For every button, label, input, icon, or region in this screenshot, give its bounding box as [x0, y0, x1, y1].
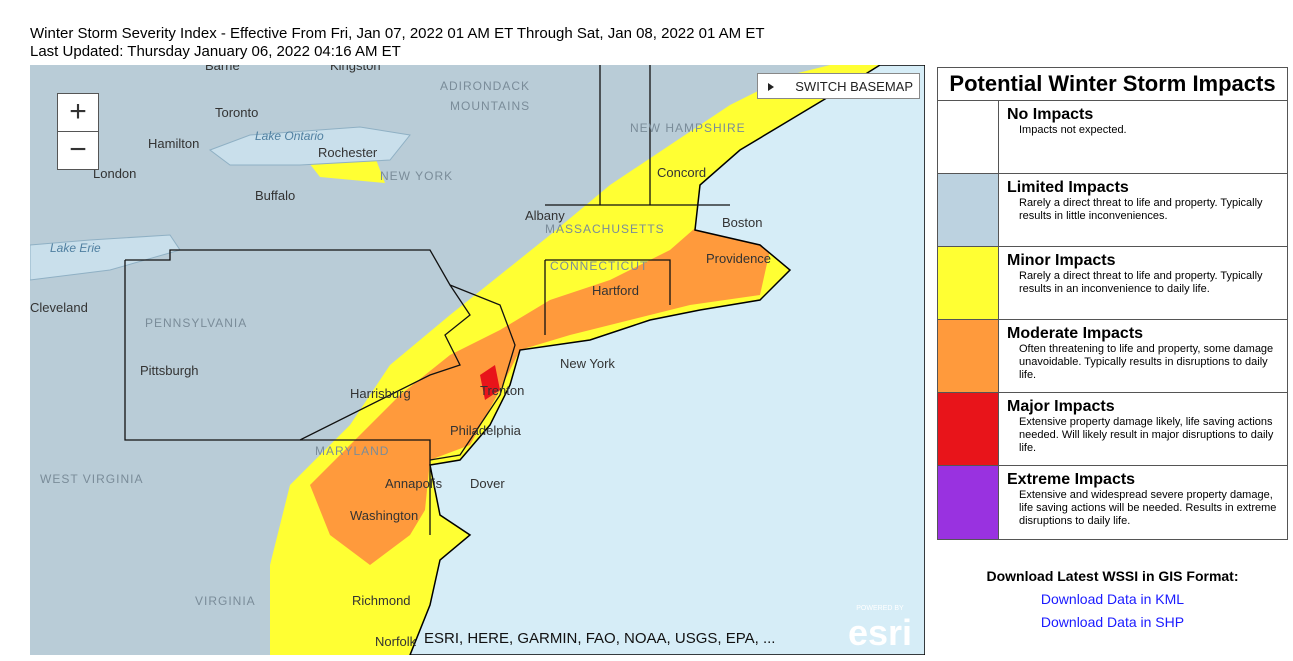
title: Winter Storm Severity Index - Effective …	[30, 25, 765, 42]
place-label: Norfolk	[375, 634, 417, 649]
place-label: CONNECTICUT	[550, 259, 648, 273]
place-label: Providence	[706, 251, 771, 266]
legend-name: Moderate Impacts	[1007, 325, 1144, 342]
place-label: Albany	[525, 208, 565, 223]
updated: Last Updated: Thursday January 06, 2022 …	[30, 43, 401, 60]
place-label: Washington	[350, 508, 418, 523]
ocean	[409, 65, 925, 655]
legend-swatch	[938, 466, 999, 539]
place-label: Boston	[722, 215, 762, 230]
legend-swatch	[938, 320, 999, 392]
legend-name: Extreme Impacts	[1007, 471, 1136, 488]
place-label: MARYLAND	[315, 444, 389, 458]
logo: esri	[848, 612, 912, 653]
place-label: Richmond	[352, 593, 411, 608]
legend-name: Major Impacts	[1007, 398, 1115, 415]
place-label: VIRGINIA	[195, 594, 256, 608]
legend-row: Minor Impacts Rarely a direct threat to l…	[938, 247, 1287, 320]
legend-swatch	[938, 393, 999, 465]
map-labels: Barrie Kingston Toronto Hamilton Lake Ontari…	[30, 65, 771, 649]
legend-text: Major Impacts Extensive property damage l…	[999, 393, 1285, 465]
downloads: Download Latest WSSI in GIS Format: Down…	[937, 568, 1288, 630]
lake	[208, 126, 411, 166]
legend-description: Often threatening to life and property, …	[1019, 343, 1274, 381]
basemap-button[interactable]: SWITCH BASEMAP	[757, 73, 920, 99]
legend-row: Major Impacts Extensive property damage l…	[938, 393, 1287, 466]
place-label: Buffalo	[255, 188, 295, 203]
place-label: Kingston	[330, 65, 381, 73]
place-label: Dover	[470, 476, 505, 491]
place-label: London	[93, 166, 136, 181]
legend-name: No Impacts	[1007, 106, 1094, 123]
legend-text: Limited Impacts Rarely a direct threat to…	[999, 174, 1285, 246]
legend-description: Extensive and widespread severe property…	[1019, 489, 1277, 527]
place-label: Hartford	[592, 283, 639, 298]
place-label: Cleveland	[30, 300, 88, 315]
attribution: ESRI, HERE, GARMIN, FAO, NOAA, USGS, EPA…	[424, 630, 775, 647]
place-label: NEW HAMPSHIRE	[630, 121, 746, 135]
legend-text: Minor Impacts Rarely a direct threat to l…	[999, 247, 1285, 319]
place-label: MASSACHUSETTS	[545, 222, 665, 236]
place-label: Concord	[657, 165, 706, 180]
place-label: MOUNTAINS	[450, 99, 530, 113]
place-label: Lake Ontario	[255, 129, 324, 143]
place-label: ADIRONDACK	[440, 79, 530, 93]
download-link[interactable]: Download Data in KML	[1040, 591, 1185, 607]
legend-row: Extreme Impacts Extensive and widespread …	[938, 466, 1287, 539]
place-label: NEW YORK	[380, 169, 453, 183]
legend-text: Moderate Impacts Often threatening to lif…	[999, 320, 1285, 392]
legend-row: Limited Impacts Rarely a direct threat to…	[938, 174, 1287, 247]
map-canvas: Barrie Kingston Toronto Hamilton Lake Ontari…	[30, 65, 925, 655]
place-label: Trenton	[480, 383, 524, 398]
logo-caption: POWERED BY	[856, 605, 904, 612]
legend-swatch	[938, 174, 999, 246]
place-label: Rochester	[318, 145, 378, 160]
legend-description: Rarely a direct threat to life and prope…	[1019, 270, 1263, 295]
legend-description: Rarely a direct threat to life and prope…	[1019, 197, 1263, 222]
legend-text: No Impacts Impacts not expected.	[999, 101, 1285, 173]
place-label: Pittsburgh	[140, 363, 199, 378]
moderate-area	[310, 215, 770, 565]
legend-name: Minor Impacts	[1007, 252, 1116, 269]
place-label: New York	[560, 356, 615, 371]
legend-title: Potential Winter Storm Impacts	[938, 68, 1287, 101]
place-label: Hamilton	[148, 136, 199, 151]
place-label: WEST VIRGINIA	[40, 472, 143, 486]
legend-text: Extreme Impacts Extensive and widespread …	[999, 466, 1285, 539]
state-borders	[124, 65, 730, 535]
legend-row: Moderate Impacts Often threatening to lif…	[938, 320, 1287, 393]
place-label: Barrie	[205, 65, 240, 73]
place-label: Philadelphia	[450, 423, 522, 438]
place-label: Harrisburg	[350, 386, 411, 401]
download-title: Download Latest WSSI in GIS Format:	[986, 568, 1239, 584]
download-link[interactable]: Download Data in SHP	[1040, 614, 1185, 630]
legend-description: Extensive property damage likely, life s…	[1019, 416, 1274, 454]
legend-name: Limited Impacts	[1007, 179, 1129, 196]
legend-row: No Impacts Impacts not expected.	[938, 101, 1287, 174]
place-label: Annapolis	[385, 476, 443, 491]
place-label: Lake Erie	[50, 241, 101, 255]
zoom-in[interactable]: +	[57, 93, 99, 132]
zoom-out[interactable]: −	[57, 131, 99, 170]
legend-swatch	[938, 101, 999, 173]
place-label: Toronto	[215, 105, 258, 120]
place-label: PENNSYLVANIA	[145, 316, 247, 330]
map[interactable]: Barrie Kingston Toronto Hamilton Lake Ontari…	[30, 65, 925, 655]
legend-swatch	[938, 247, 999, 319]
major-area	[480, 365, 500, 400]
legend: Potential Winter Storm Impacts No Impact…	[937, 67, 1288, 540]
legend-description: Impacts not expected.	[1019, 124, 1127, 136]
